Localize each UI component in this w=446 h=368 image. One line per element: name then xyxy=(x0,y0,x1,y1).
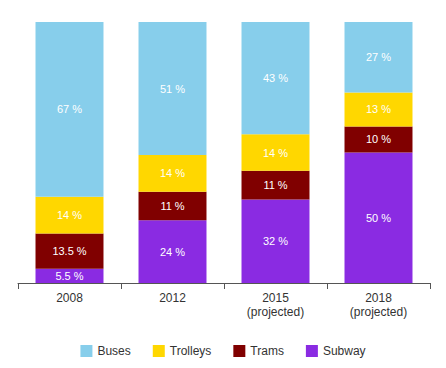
svg-text:13 %: 13 % xyxy=(366,103,391,115)
svg-text:2018: 2018 xyxy=(365,291,392,305)
svg-text:Subway: Subway xyxy=(323,344,366,358)
svg-text:2008: 2008 xyxy=(56,291,83,305)
svg-text:Trolleys: Trolleys xyxy=(170,344,212,358)
svg-text:24 %: 24 % xyxy=(160,246,185,258)
svg-text:11 %: 11 % xyxy=(160,200,184,212)
svg-text:50 %: 50 % xyxy=(366,212,391,224)
svg-text:10 %: 10 % xyxy=(366,133,391,145)
svg-text:(projected): (projected) xyxy=(247,305,304,319)
svg-text:13.5 %: 13.5 % xyxy=(52,245,86,257)
svg-text:51 %: 51 % xyxy=(160,83,185,95)
svg-text:Buses: Buses xyxy=(97,344,130,358)
svg-text:Trams: Trams xyxy=(250,344,284,358)
svg-text:2012: 2012 xyxy=(159,291,186,305)
svg-text:2015: 2015 xyxy=(262,291,289,305)
svg-text:5.5 %: 5.5 % xyxy=(55,270,83,282)
svg-text:14 %: 14 % xyxy=(57,209,82,221)
svg-text:32 %: 32 % xyxy=(263,235,288,247)
svg-text:67 %: 67 % xyxy=(57,103,82,115)
svg-text:11 %: 11 % xyxy=(263,179,287,191)
svg-text:14 %: 14 % xyxy=(160,167,185,179)
svg-text:27 %: 27 % xyxy=(366,51,391,63)
svg-text:43 %: 43 % xyxy=(263,72,288,84)
svg-text:(projected): (projected) xyxy=(350,305,407,319)
svg-text:14 %: 14 % xyxy=(263,147,288,159)
